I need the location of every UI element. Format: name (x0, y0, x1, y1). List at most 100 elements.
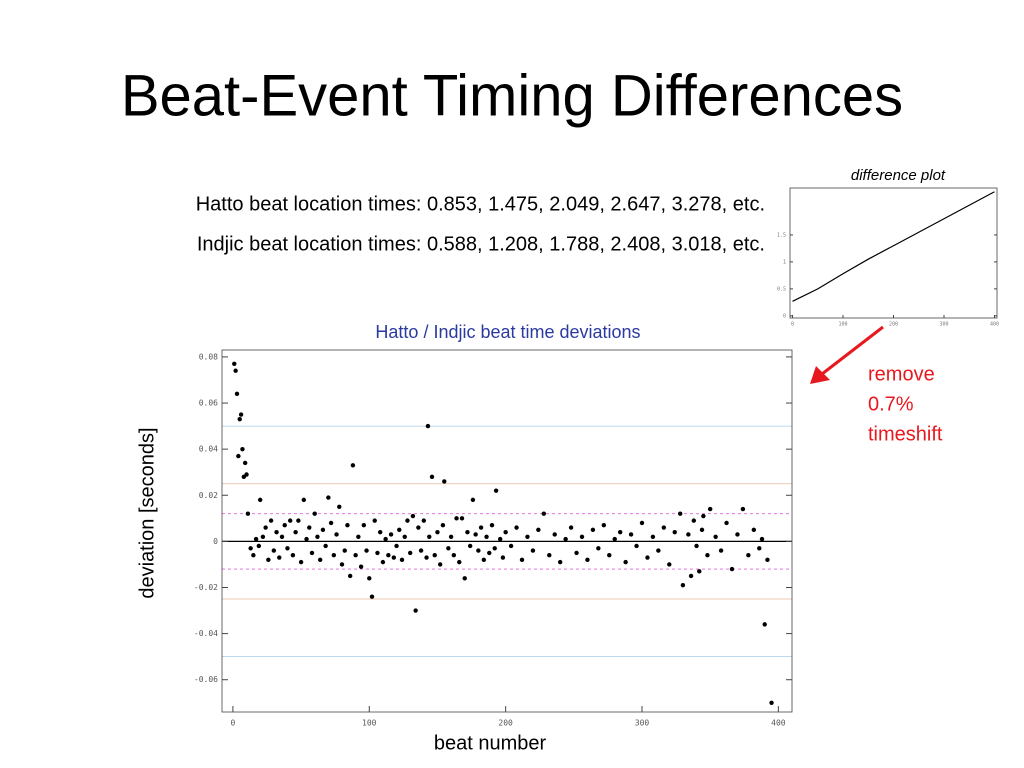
x-axis-label: beat number (434, 732, 547, 754)
y-tick-label: 0.5 (777, 286, 786, 292)
point (279, 534, 285, 539)
point (331, 553, 337, 558)
point (356, 534, 361, 539)
point (448, 534, 454, 539)
y-tick-label: 0.08 (199, 352, 218, 361)
point (364, 548, 369, 553)
y-axis-label: deviation [seconds] (136, 427, 158, 598)
y-tick-label: -0.06 (194, 675, 218, 684)
point (383, 536, 388, 542)
point (590, 527, 596, 533)
point (377, 529, 383, 535)
point (287, 518, 293, 523)
point (350, 463, 356, 468)
point (380, 559, 386, 565)
point (601, 523, 607, 528)
text-line: Hatto beat location times: 0.853, 1.475,… (196, 193, 765, 215)
point (418, 548, 424, 553)
point (705, 553, 710, 558)
x-tick-label: 300 (635, 719, 650, 728)
chart-title: Hatto / Indjic beat time deviations (375, 322, 640, 342)
y-tick-label: 0.02 (199, 491, 218, 500)
point (634, 543, 639, 549)
point (399, 557, 405, 563)
point (435, 529, 440, 535)
point (462, 576, 467, 581)
point (508, 543, 514, 549)
point (751, 527, 757, 533)
point (256, 543, 262, 549)
point (277, 555, 282, 560)
point (707, 506, 713, 512)
point (639, 520, 645, 526)
point (525, 534, 530, 539)
point (628, 532, 634, 537)
point (337, 504, 342, 509)
point (260, 534, 266, 539)
point (293, 529, 298, 535)
point (697, 569, 702, 574)
plot-frame (221, 349, 793, 713)
point (596, 546, 601, 551)
point (530, 548, 536, 553)
text-line: Indjic beat location times: 0.588, 1.208… (197, 233, 765, 255)
point (236, 453, 241, 459)
point (266, 557, 271, 563)
point (656, 548, 661, 553)
point (677, 511, 683, 516)
point (386, 553, 391, 558)
point (759, 536, 765, 542)
point (328, 520, 334, 526)
point (402, 534, 407, 539)
point (290, 553, 296, 558)
point (607, 553, 612, 558)
point (568, 525, 574, 530)
point (718, 548, 724, 553)
x-tick-label: 400 (771, 719, 786, 728)
point (617, 529, 623, 535)
annotation: timeshift (868, 423, 943, 445)
point (762, 622, 767, 627)
point (746, 553, 751, 558)
line (792, 191, 995, 302)
point (735, 532, 740, 537)
point (323, 543, 328, 549)
point (701, 513, 706, 519)
point (729, 566, 735, 572)
point (298, 559, 304, 565)
point (432, 553, 437, 558)
annotation: remove (868, 363, 935, 385)
arrow (810, 325, 884, 384)
point (547, 553, 552, 558)
point (427, 534, 432, 539)
point (248, 546, 253, 551)
point (623, 559, 628, 565)
point (541, 511, 547, 516)
point (757, 546, 762, 551)
point (645, 555, 650, 560)
point (574, 550, 579, 556)
point (367, 576, 372, 581)
point (489, 523, 495, 528)
point (407, 550, 413, 556)
point (536, 527, 541, 533)
point (304, 536, 309, 542)
point (361, 523, 367, 528)
point (459, 516, 465, 521)
point (425, 423, 431, 429)
point (465, 529, 470, 535)
point (257, 497, 263, 503)
point (437, 562, 443, 567)
inset-title: difference plot (851, 167, 946, 184)
point (388, 532, 394, 537)
annotation: 0.7% (868, 393, 914, 415)
point (519, 557, 525, 563)
point (724, 520, 729, 526)
point (285, 546, 290, 551)
point (579, 534, 585, 539)
point (301, 497, 307, 503)
y-tick-label: 1.5 (777, 232, 786, 238)
point (391, 555, 397, 560)
point (680, 582, 686, 588)
point (514, 525, 519, 530)
